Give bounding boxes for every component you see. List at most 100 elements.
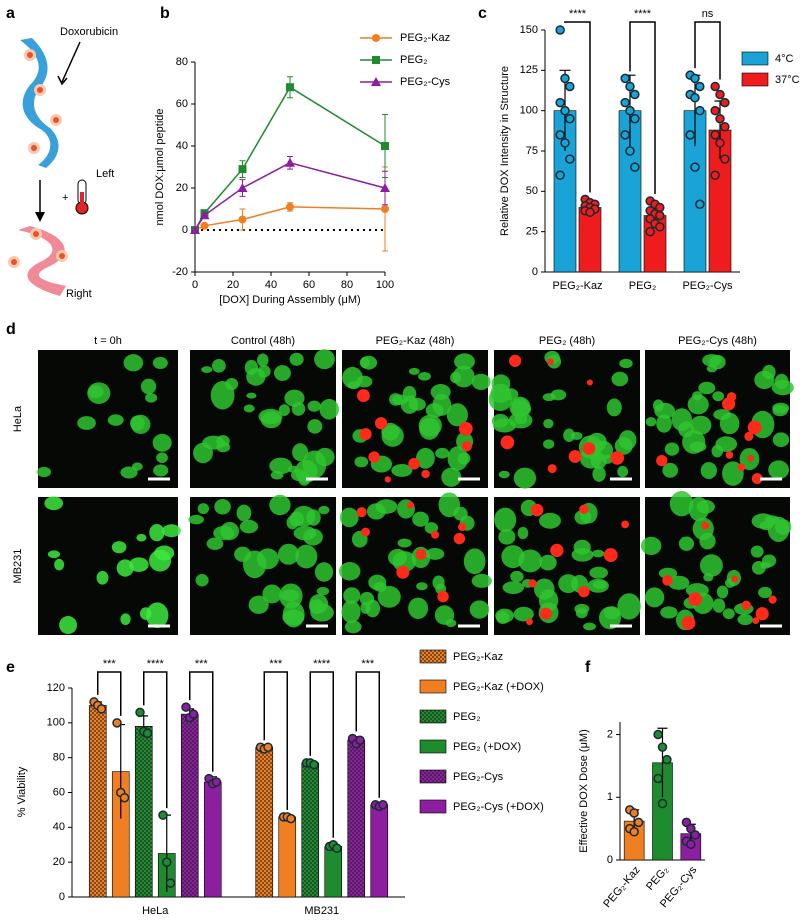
point bbox=[686, 839, 696, 850]
marker bbox=[190, 225, 200, 234]
x-tick-label: HeLa bbox=[142, 905, 169, 917]
dead-cell bbox=[568, 450, 582, 463]
dead-cell bbox=[656, 454, 668, 467]
cell bbox=[341, 600, 361, 624]
cell bbox=[282, 609, 305, 626]
y-tick-label: -20 bbox=[172, 266, 188, 278]
cell bbox=[699, 554, 723, 577]
cell bbox=[425, 548, 445, 560]
column-title: PEG₂-Kaz (48h) bbox=[376, 335, 455, 347]
point bbox=[657, 742, 668, 752]
panel-label: e bbox=[6, 659, 15, 676]
cell bbox=[36, 466, 52, 478]
point bbox=[555, 97, 565, 108]
dead-cell bbox=[578, 585, 590, 598]
point bbox=[630, 89, 640, 100]
significance-label: *** bbox=[361, 658, 375, 670]
panel-label: a bbox=[6, 5, 15, 22]
point bbox=[263, 742, 273, 752]
dead-cell bbox=[528, 579, 537, 588]
cell bbox=[498, 528, 516, 545]
dead-cell bbox=[747, 454, 754, 462]
cell bbox=[471, 373, 491, 391]
point bbox=[695, 199, 705, 209]
legend-marker bbox=[372, 56, 380, 64]
point bbox=[655, 222, 665, 232]
series-line bbox=[194, 161, 386, 231]
marker bbox=[237, 183, 248, 192]
legend-swatch bbox=[419, 739, 447, 754]
dead-cell bbox=[458, 522, 467, 532]
legend-label: 37°C bbox=[775, 74, 800, 86]
dead-cell bbox=[550, 543, 564, 558]
x-tick-label: 100 bbox=[376, 279, 394, 291]
cell bbox=[469, 600, 490, 619]
cell bbox=[441, 467, 462, 487]
y-tick-label: 20 bbox=[176, 182, 188, 194]
micrograph bbox=[645, 350, 794, 488]
cell bbox=[574, 509, 592, 525]
cell bbox=[188, 514, 204, 525]
legend-swatch bbox=[419, 679, 447, 694]
cell bbox=[54, 558, 65, 571]
point bbox=[653, 773, 663, 784]
bar bbox=[301, 762, 320, 898]
cell bbox=[153, 464, 169, 477]
point bbox=[555, 25, 565, 35]
y-tick-label: 1 bbox=[607, 791, 613, 803]
x-tick-label: PEG₂-Cys bbox=[682, 280, 733, 292]
micrograph bbox=[188, 494, 336, 635]
point bbox=[565, 154, 575, 164]
cell bbox=[270, 470, 284, 480]
marker bbox=[381, 142, 389, 150]
point bbox=[690, 162, 700, 172]
significance-label: *** bbox=[195, 658, 209, 670]
cell bbox=[258, 408, 283, 425]
x-tick-label: 60 bbox=[303, 279, 315, 291]
cell bbox=[558, 574, 579, 594]
cell bbox=[494, 507, 517, 532]
dead-cell bbox=[586, 379, 593, 386]
y-axis-label: Effective DOX Dose (μM) bbox=[578, 729, 590, 853]
x-tick-label: PEG₂-Kaz bbox=[601, 864, 642, 910]
significance-bracket bbox=[564, 21, 591, 193]
micrograph bbox=[342, 350, 491, 488]
cell bbox=[762, 554, 777, 568]
y-tick-label: 80 bbox=[176, 56, 188, 68]
dead-cell bbox=[415, 548, 427, 560]
schematic: Doxorubicin + Left Right bbox=[8, 26, 118, 300]
cell bbox=[510, 570, 524, 583]
y-tick-label: 0 bbox=[607, 854, 613, 866]
panel-label: b bbox=[160, 5, 170, 22]
cell bbox=[314, 349, 335, 370]
significance-label: **** bbox=[313, 658, 331, 670]
legend-swatch bbox=[419, 769, 447, 784]
cell bbox=[88, 385, 104, 399]
column-title: PEG₂-Cys (48h) bbox=[678, 335, 757, 347]
dead-cell bbox=[384, 476, 391, 483]
cell bbox=[711, 444, 724, 458]
bar bbox=[324, 846, 343, 898]
cell bbox=[377, 585, 401, 608]
drug bbox=[31, 145, 37, 151]
legend-label: PEG₂ bbox=[400, 54, 428, 66]
cell bbox=[703, 573, 714, 582]
cell bbox=[592, 580, 607, 590]
y-tick-label: 0 bbox=[182, 224, 188, 236]
point bbox=[695, 105, 705, 116]
point bbox=[165, 878, 176, 888]
point bbox=[710, 130, 720, 140]
bar bbox=[255, 746, 274, 898]
point bbox=[690, 830, 700, 840]
bar bbox=[578, 207, 602, 273]
thermometer-level bbox=[80, 192, 84, 206]
dead-cell bbox=[356, 507, 367, 518]
legend-label: PEG₂-Kaz bbox=[453, 651, 503, 663]
y-tick-label: 150 bbox=[520, 24, 538, 36]
cell bbox=[314, 562, 334, 582]
cell bbox=[236, 504, 252, 522]
drug bbox=[59, 253, 65, 259]
cell bbox=[354, 456, 369, 468]
dead-cell bbox=[356, 389, 370, 402]
cell bbox=[772, 432, 790, 448]
